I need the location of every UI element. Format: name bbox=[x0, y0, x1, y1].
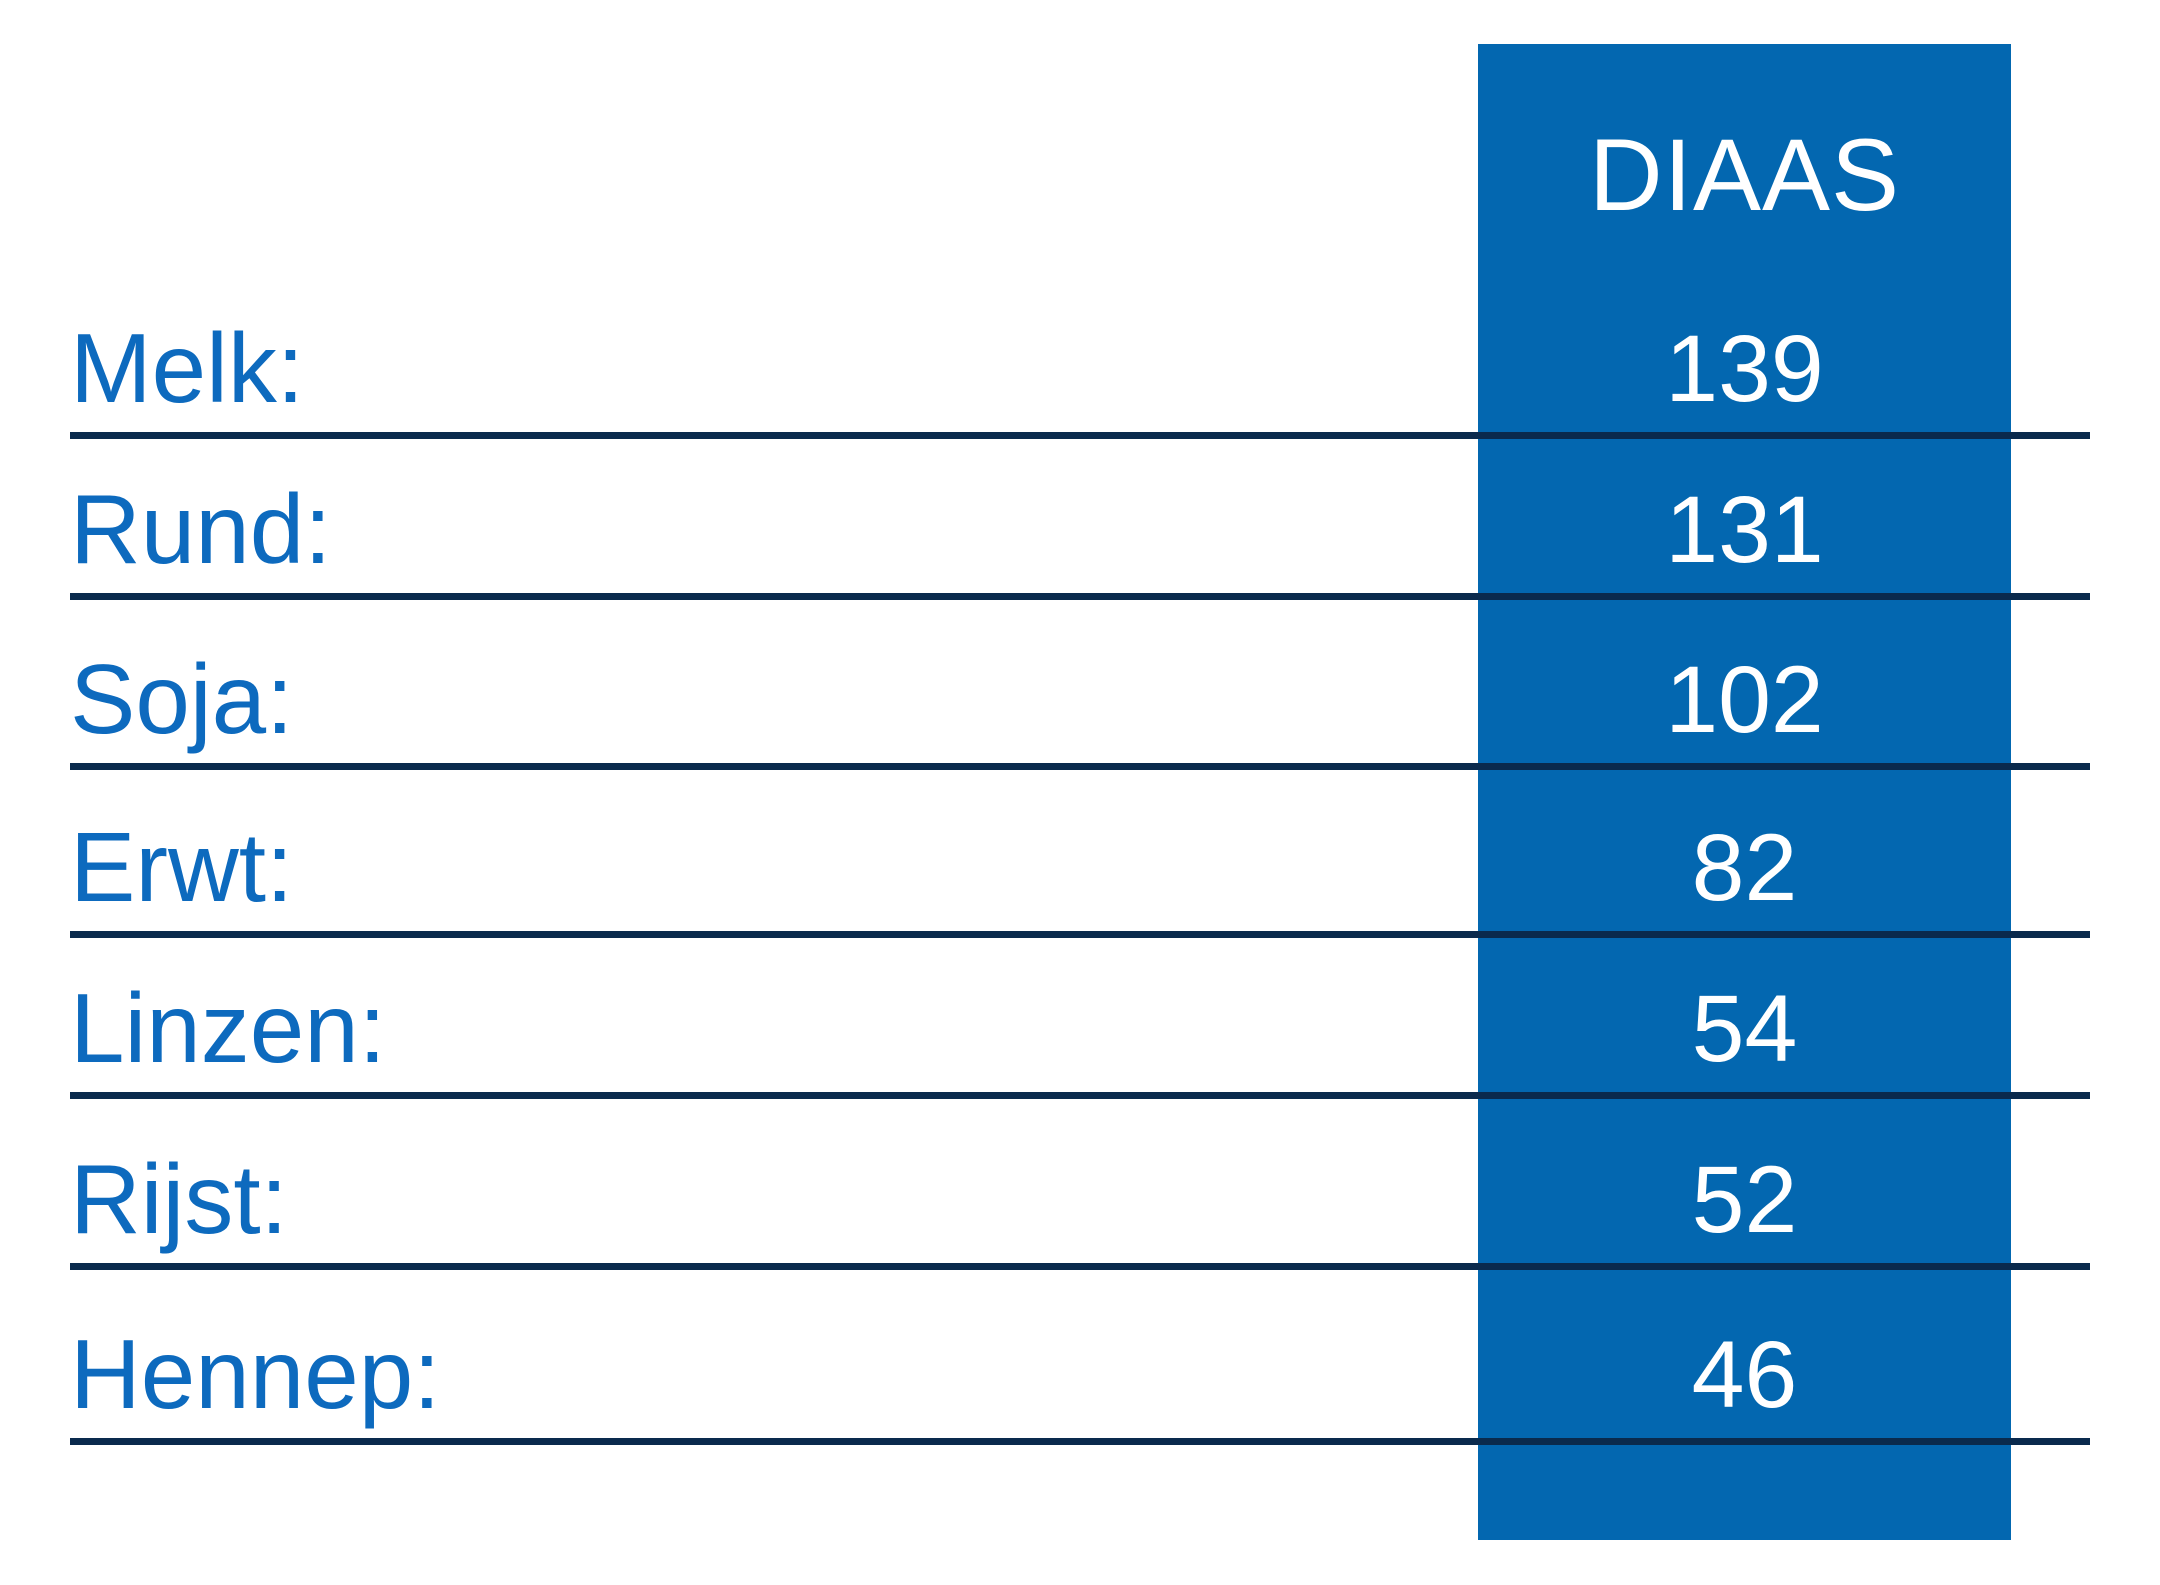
row-divider bbox=[70, 1438, 2090, 1445]
row-label: Hennep: bbox=[70, 1319, 441, 1429]
row-divider bbox=[70, 1263, 2090, 1270]
row-value: 102 bbox=[1665, 647, 1824, 753]
row-value: 54 bbox=[1691, 976, 1798, 1082]
row-divider bbox=[70, 763, 2090, 770]
row-divider bbox=[70, 432, 2090, 439]
row-label: Rund: bbox=[70, 474, 332, 584]
diaas-column-header: DIAAS bbox=[1588, 118, 1901, 232]
row-divider bbox=[70, 1092, 2090, 1099]
row-label: Rijst: bbox=[70, 1144, 288, 1254]
row-divider bbox=[70, 931, 2090, 938]
diaas-column-background bbox=[1478, 44, 2011, 1540]
row-value: 139 bbox=[1665, 316, 1824, 422]
row-value: 82 bbox=[1691, 815, 1798, 921]
row-label: Erwt: bbox=[70, 812, 294, 922]
row-divider bbox=[70, 593, 2090, 600]
row-label: Soja: bbox=[70, 644, 294, 754]
row-value: 131 bbox=[1665, 477, 1824, 583]
row-label: Linzen: bbox=[70, 973, 387, 1083]
row-label: Melk: bbox=[70, 313, 305, 423]
row-value: 52 bbox=[1691, 1147, 1798, 1253]
row-value: 46 bbox=[1691, 1322, 1798, 1428]
